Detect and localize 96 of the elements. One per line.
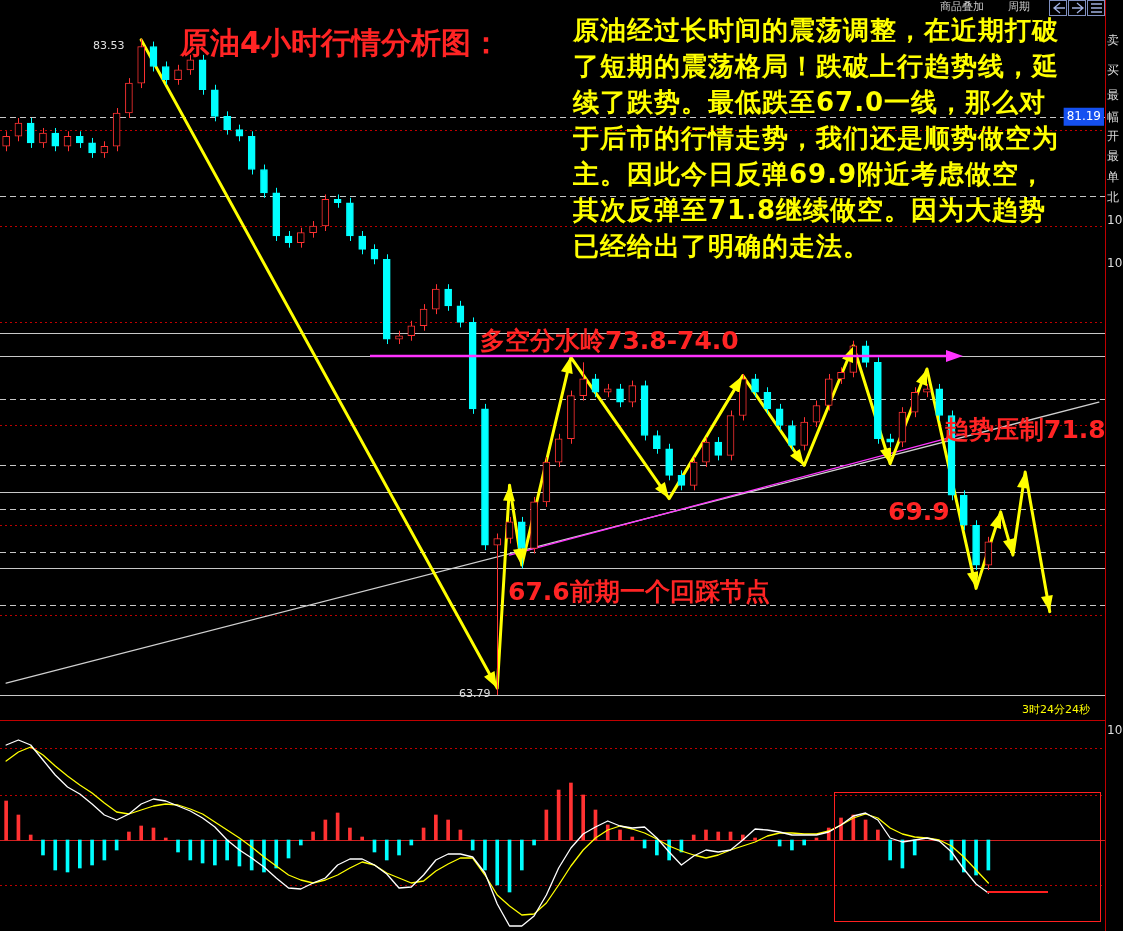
bar — [605, 824, 610, 841]
bar — [691, 834, 696, 841]
bar — [581, 794, 586, 841]
candlestick — [260, 164, 268, 199]
candlestick — [88, 137, 96, 159]
candlestick — [910, 386, 919, 418]
bar — [483, 839, 487, 871]
bar — [876, 829, 880, 841]
candlestick — [296, 227, 305, 249]
candlestick — [432, 283, 440, 315]
candlestick — [714, 436, 723, 461]
bar — [360, 836, 365, 841]
annotation: 周期 — [1008, 0, 1030, 14]
text: 10 — [1107, 256, 1123, 271]
bar — [446, 819, 450, 841]
text: 原油经过长时间的震荡调整，在近期打破了短期的震荡格局！跌破上行趋势线，延续了跌势。最低跌至67.0一线，那么对于后市的行情走势，我们还是顺势做空为主。因此今日反弹69.9附近考虑做空，其次反弹至71.8继续做空。因为大趋势已经给出了明确的走法。 — [573, 14, 1060, 263]
candlestick — [579, 361, 588, 402]
candlestick — [51, 127, 60, 152]
candlestick — [616, 383, 624, 408]
candlestick — [161, 61, 170, 86]
bar — [176, 839, 180, 853]
bar — [618, 829, 622, 841]
bar — [28, 834, 33, 841]
candlestick — [677, 469, 686, 491]
candlestick — [358, 230, 367, 255]
text: 幅 — [1107, 110, 1119, 125]
annotation: 3时24分24秒 — [1022, 703, 1090, 717]
bar — [348, 827, 352, 841]
bar — [704, 829, 708, 841]
bar — [716, 831, 721, 841]
bar — [630, 836, 635, 841]
candlestick — [149, 41, 158, 72]
bar — [519, 839, 524, 871]
bar — [274, 839, 279, 869]
bar — [127, 831, 131, 841]
bar — [888, 839, 892, 861]
annotation: 83.53 — [93, 39, 125, 53]
annotation: 商品叠加 — [940, 0, 984, 14]
bar — [470, 839, 475, 851]
candlestick — [702, 436, 710, 468]
annotation: 67.6前期一个回踩节点 — [508, 577, 770, 607]
bar — [53, 839, 58, 871]
text: 10 — [1107, 213, 1123, 228]
bar — [397, 839, 401, 856]
bar — [213, 839, 217, 866]
annotation: 多空分水岭73.8-74.0 — [480, 326, 739, 356]
text: 最 — [1107, 149, 1119, 164]
candlestick — [407, 320, 416, 342]
candlestick — [444, 283, 452, 312]
bar — [4, 800, 8, 841]
text: 卖 — [1107, 33, 1119, 48]
candlestick — [174, 64, 182, 86]
ref-line-label: 81.19 — [1066, 108, 1101, 123]
bar — [225, 839, 229, 861]
candlestick — [751, 373, 759, 398]
candlestick — [63, 130, 72, 152]
text: 北 — [1107, 190, 1119, 205]
candlestick — [800, 416, 809, 451]
candlestick — [39, 127, 47, 149]
bar — [311, 831, 315, 841]
bar — [139, 825, 144, 841]
candlestick — [653, 429, 661, 455]
bar — [569, 782, 573, 841]
candlestick — [370, 243, 379, 265]
bar — [974, 839, 978, 876]
bar — [409, 839, 414, 846]
candlestick — [2, 130, 10, 152]
text: 原油4小时行情分析图： — [180, 25, 501, 61]
candlestick — [493, 533, 502, 696]
bar — [790, 839, 794, 851]
bar — [90, 839, 94, 866]
bar — [188, 839, 193, 861]
candlestick — [223, 110, 231, 136]
bar — [495, 839, 500, 886]
candlestick — [628, 380, 637, 408]
candlestick — [689, 456, 698, 491]
candlestick — [788, 420, 796, 451]
bar — [77, 839, 82, 869]
bar — [802, 839, 807, 846]
bar — [41, 839, 45, 856]
bar — [912, 839, 917, 856]
bar — [384, 839, 389, 861]
text: 单 — [1107, 170, 1119, 185]
text: 10 — [1107, 723, 1123, 738]
text: 最 — [1107, 88, 1119, 103]
bar — [839, 817, 843, 841]
candlestick — [456, 300, 465, 328]
bar — [434, 814, 438, 841]
text: 买 — [1107, 63, 1119, 78]
text: 开 — [1107, 129, 1119, 144]
bar — [655, 839, 659, 856]
bar — [262, 839, 266, 873]
candlestick — [26, 117, 35, 149]
bar — [249, 839, 254, 871]
bar — [298, 839, 303, 846]
bar — [532, 839, 536, 846]
